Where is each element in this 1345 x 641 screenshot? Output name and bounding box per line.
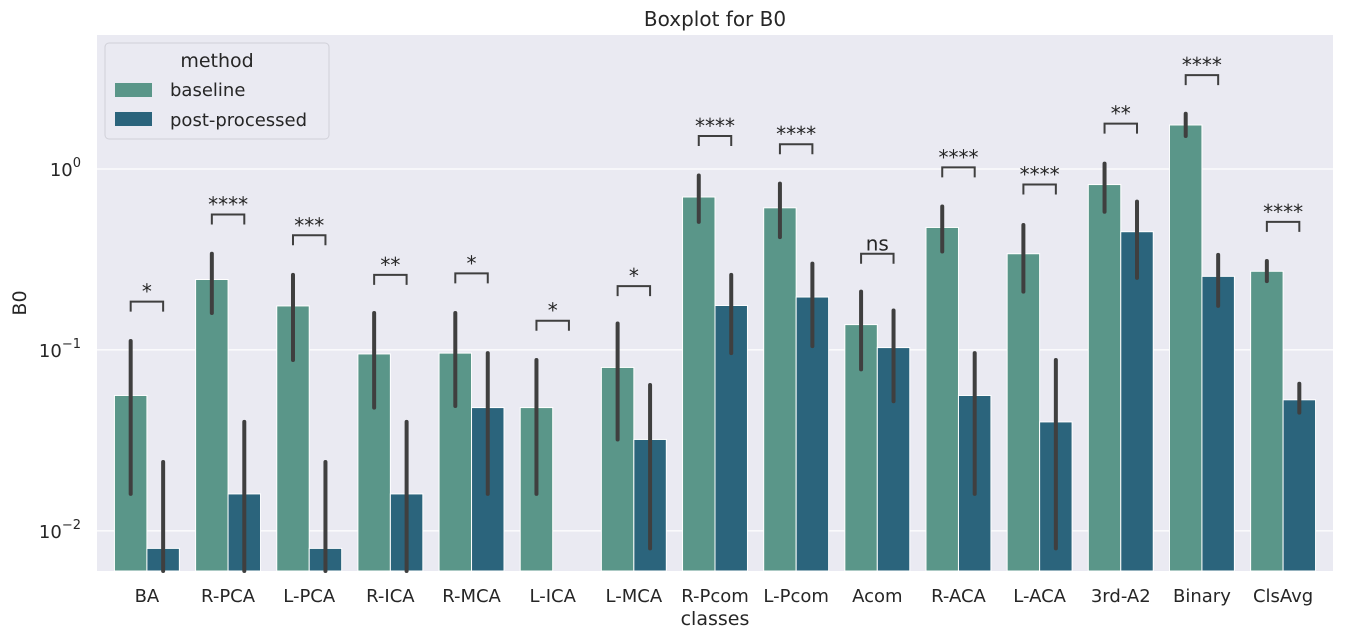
bar-baseline-3rd-A2 — [1087, 184, 1122, 572]
error-bars-layer — [128, 111, 1302, 573]
significance-bracket — [778, 143, 814, 155]
significance-bracket — [941, 166, 976, 178]
legend-swatch-post-processed — [115, 112, 152, 126]
x-tick-label: L-MCA — [606, 586, 663, 607]
bar-baseline-R-PCA — [195, 278, 229, 572]
significance-label: *** — [294, 213, 324, 237]
legend-swatch-baseline — [115, 83, 152, 97]
x-tick-label: L-PCA — [283, 586, 336, 607]
legend-label-post-processed: post-processed — [170, 110, 307, 131]
bar-post-processed-3rd-A2 — [1120, 231, 1154, 572]
y-axis-ticks: 10−2 10−1 100 — [39, 156, 81, 543]
significance-bracket — [1265, 220, 1301, 232]
x-tick-label: Acom — [852, 586, 902, 607]
significance-bracket — [291, 234, 327, 246]
y-axis-title: B0 — [9, 290, 31, 315]
bar-post-processed-L-Pcom — [795, 296, 830, 572]
significance-label: ** — [380, 253, 400, 277]
significance-label: * — [142, 280, 152, 304]
bar-post-processed-Binary — [1201, 275, 1235, 572]
x-tick-label: R-Pcom — [681, 586, 749, 607]
significance-label: **** — [695, 114, 735, 138]
significance-label: * — [467, 251, 477, 275]
significance-bracket — [860, 252, 895, 264]
significance-label: ** — [1111, 102, 1131, 126]
significance-bracket — [535, 319, 570, 331]
significance-label: **** — [208, 193, 248, 217]
x-axis-title: classes — [681, 608, 750, 630]
significance-label: ns — [866, 232, 889, 256]
significance-bracket — [210, 213, 246, 225]
y-tick-label: 100 — [50, 156, 81, 181]
bar-baseline-R-Pcom — [682, 196, 716, 572]
significance-label: **** — [1182, 53, 1222, 77]
x-tick-label: Binary — [1173, 586, 1231, 607]
x-tick-label: L-ICA — [529, 586, 576, 607]
bar-baseline-ClsAvg — [1250, 270, 1284, 572]
x-tick-label: L-Pcom — [763, 586, 829, 607]
significance-label: * — [629, 264, 639, 288]
significance-bracket — [1184, 74, 1220, 86]
chart-title: Boxplot for B0 — [644, 7, 786, 31]
legend-title: method — [180, 50, 253, 72]
x-tick-label: BA — [135, 586, 160, 607]
significance-label: **** — [776, 122, 816, 146]
significance-label: **** — [938, 145, 978, 169]
significance-bracket — [616, 285, 652, 297]
x-tick-label: R-ACA — [931, 586, 986, 607]
y-tick-label: 10−2 — [39, 518, 81, 543]
significance-bracket — [1022, 183, 1057, 195]
significance-bracket — [697, 135, 733, 147]
x-tick-label: L-ACA — [1013, 586, 1066, 607]
significance-bracket — [1103, 122, 1139, 134]
significance-layer: ********** ******* ****ns*****************… — [129, 53, 1303, 331]
y-tick-label: 10−1 — [39, 337, 81, 362]
x-tick-label: R-MCA — [442, 586, 501, 607]
bars-layer — [113, 124, 1317, 572]
x-axis-ticks: BA R-PCA L-PCA R-ICA R-MCA L-ICA L-MCA R-Pcom L-… — [135, 586, 1314, 607]
bar-baseline-L-ACA — [1006, 253, 1041, 572]
significance-bracket — [373, 273, 408, 285]
x-tick-label: ClsAvg — [1253, 586, 1313, 607]
legend-frame — [104, 42, 330, 140]
significance-label: * — [548, 299, 558, 323]
legend: method baseline post-processed — [104, 42, 330, 140]
bar-post-processed-ClsAvg — [1282, 399, 1317, 572]
x-tick-label: R-PCA — [201, 586, 256, 607]
significance-bracket — [454, 272, 489, 284]
significance-label: **** — [1263, 200, 1303, 224]
bar-baseline-R-ACA — [925, 226, 959, 572]
bar-baseline-Binary — [1168, 124, 1203, 572]
x-tick-label: R-ICA — [366, 586, 415, 607]
significance-label: **** — [1020, 163, 1060, 187]
significance-bracket — [129, 300, 165, 312]
legend-label-baseline: baseline — [170, 80, 245, 101]
x-tick-label: 3rd-A2 — [1091, 586, 1151, 607]
bar-baseline-L-Pcom — [763, 207, 797, 572]
